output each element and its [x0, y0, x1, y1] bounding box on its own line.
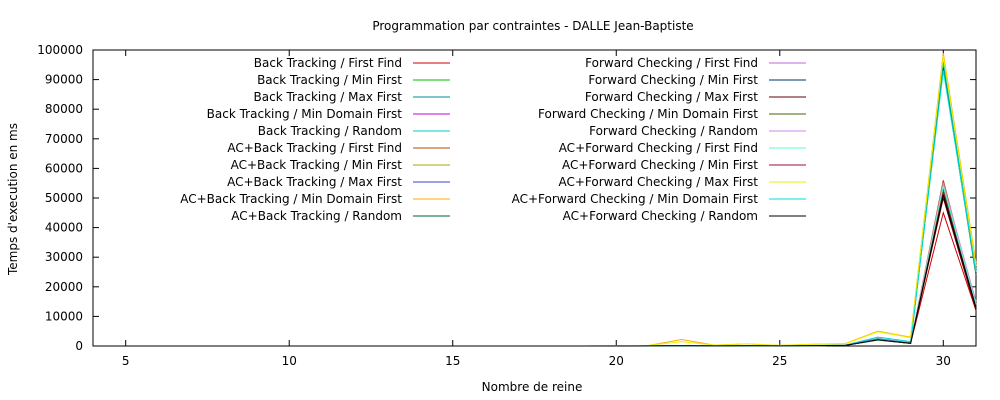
- x-tick-label: 30: [936, 354, 951, 368]
- series-line-2: [93, 191, 977, 347]
- y-tick-label: 30000: [45, 250, 83, 264]
- legend-label: AC+Forward Checking / First Find: [559, 141, 758, 155]
- legend-label: AC+Forward Checking / Min First: [562, 158, 758, 172]
- y-tick-label: 0: [75, 339, 83, 353]
- x-tick-label: 20: [609, 354, 624, 368]
- series-line-11: [93, 186, 977, 347]
- legend-label: AC+Back Tracking / Min Domain First: [180, 192, 402, 206]
- series-line-16: [93, 186, 977, 347]
- series-line-17: [93, 191, 977, 347]
- y-axis-label: Temps d'execution en ms: [6, 123, 20, 276]
- legend-label: Back Tracking / First Find: [254, 56, 402, 70]
- axis-ticks: 0 10000 20000 30000 40000 50000 60000 70000 8000…: [37, 43, 976, 368]
- legend-label: Back Tracking / Max First: [254, 90, 403, 104]
- legend-label: AC+Forward Checking / Max First: [558, 175, 758, 189]
- series-line-1: [93, 211, 977, 347]
- y-tick-label: 80000: [45, 102, 83, 116]
- legend-label: Back Tracking / Min Domain First: [207, 107, 403, 121]
- x-tick-label: 25: [772, 354, 787, 368]
- legend-label: AC+Back Tracking / Min First: [231, 158, 403, 172]
- series-line-7: [93, 183, 977, 347]
- y-tick-label: 10000: [45, 309, 83, 323]
- x-tick-label: 10: [282, 354, 297, 368]
- legend-label: Back Tracking / Min First: [257, 73, 402, 87]
- legend-label: AC+Back Tracking / Max First: [227, 175, 402, 189]
- y-tick-label: 100000: [37, 43, 83, 57]
- series-line-13: [93, 197, 977, 347]
- legend-label: Back Tracking / Random: [258, 124, 402, 138]
- chart-title: Programmation par contraintes - DALLE Je…: [372, 19, 693, 33]
- series-line-4: [93, 188, 977, 347]
- series-line-12: [93, 191, 977, 347]
- legend-label: AC+Back Tracking / First Find: [227, 141, 402, 155]
- legend-label: Forward Checking / Min First: [588, 73, 758, 87]
- legend: Back Tracking / First Find Back Tracking …: [180, 56, 806, 223]
- y-tick-label: 50000: [45, 191, 83, 205]
- x-axis-label: Nombre de reine: [482, 380, 583, 394]
- legend-label: Forward Checking / First Find: [585, 56, 758, 70]
- legend-label: Forward Checking / Max First: [585, 90, 758, 104]
- legend-label: Forward Checking / Min Domain First: [538, 107, 758, 121]
- x-tick-label: 15: [445, 354, 460, 368]
- legend-label: AC+Back Tracking / Random: [231, 209, 402, 223]
- series-lines: [93, 52, 977, 347]
- y-tick-label: 90000: [45, 73, 83, 87]
- x-tick-label: 5: [122, 354, 130, 368]
- y-tick-label: 20000: [45, 280, 83, 294]
- series-line-20: [93, 194, 977, 347]
- y-tick-label: 60000: [45, 161, 83, 175]
- series-line-14: [93, 188, 977, 347]
- y-tick-label: 70000: [45, 132, 83, 146]
- legend-label: Forward Checking / Random: [589, 124, 758, 138]
- legend-label: AC+Forward Checking / Random: [563, 209, 758, 223]
- series-line-8: [93, 194, 977, 347]
- legend-label: AC+Forward Checking / Min Domain First: [512, 192, 759, 206]
- y-tick-label: 40000: [45, 221, 83, 235]
- series-line-15: [93, 183, 977, 347]
